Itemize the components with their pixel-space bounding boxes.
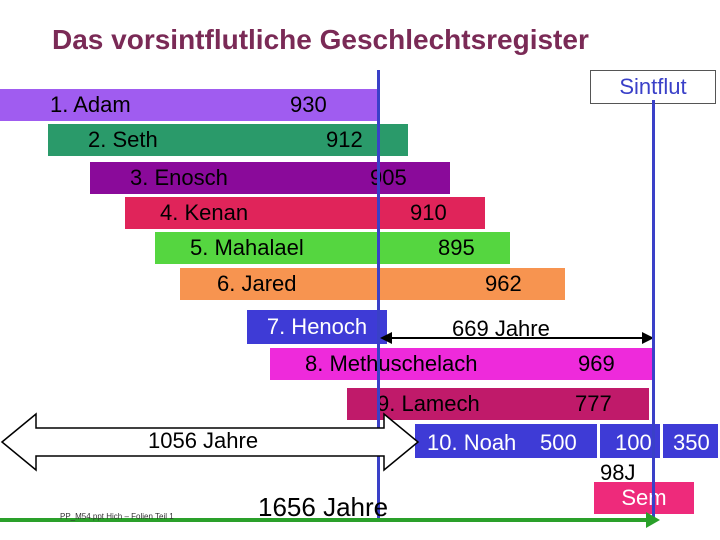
bar-age: 912 — [326, 127, 363, 152]
bar-age: 962 — [485, 271, 522, 296]
footer-left: PP_M54.ppt Hich – Folien Teil 1 — [60, 512, 174, 521]
bar-lamech: 9. Lamech 777 — [347, 388, 649, 420]
span-1056-label: 1056 Jahre — [148, 428, 259, 453]
noah-divider — [597, 424, 600, 458]
bar-age: 895 — [438, 235, 475, 260]
sem-label: Sem — [621, 485, 667, 510]
span-1056-arrow — [0, 412, 420, 472]
bar-henoch: 7. Henoch — [247, 310, 387, 344]
bar-age: 500 — [540, 430, 577, 455]
bar-seth: 2. Seth 912 — [48, 124, 408, 156]
sintflut-label: Sintflut — [590, 70, 716, 104]
bar-label: 9. Lamech — [377, 391, 480, 416]
bar-methuschelach: 8. Methuschelach 969 — [270, 348, 655, 380]
span-total-label: 1656 Jahre — [258, 492, 389, 522]
bar-label: 10. Noah — [427, 430, 517, 455]
noah-divider — [660, 424, 663, 458]
bar-label: 7. Henoch — [266, 314, 368, 339]
bar-kenan: 4. Kenan 910 — [125, 197, 485, 229]
bar-label: 6. Jared — [217, 271, 297, 296]
bar-age: 910 — [410, 200, 447, 225]
bar-jared: 6. Jared 962 — [180, 268, 565, 300]
bar-adam: 1. Adam 930 — [0, 89, 380, 121]
sintflut-line — [652, 100, 655, 520]
bar-label: 4. Kenan — [160, 200, 249, 225]
henoch-span-arrow — [380, 332, 654, 344]
bottom-timeline — [0, 518, 650, 522]
years-98-label: 98J — [600, 460, 636, 485]
vertical-line-left — [377, 70, 380, 520]
bar-label: 2. Seth — [88, 127, 158, 152]
bar-mahalael: 5. Mahalael 895 — [155, 232, 510, 264]
noah-extra-100: 100 — [615, 430, 652, 455]
bottom-arrowhead — [646, 512, 660, 528]
bar-label: 8. Methuschelach — [305, 351, 478, 376]
page-title: Das vorsintflutliche Geschlechtsregister — [52, 24, 589, 55]
bar-noah: 10. Noah 500 100 350 — [415, 424, 718, 458]
bar-sem: Sem — [594, 482, 694, 514]
bar-label: 3. Enosch — [130, 165, 228, 190]
bar-age: 777 — [575, 391, 612, 416]
bar-label: 1. Adam — [50, 92, 131, 117]
bar-age: 930 — [290, 92, 327, 117]
noah-extra-350: 350 — [673, 430, 710, 455]
bar-label: 5. Mahalael — [190, 235, 304, 260]
bar-enosch: 3. Enosch 905 — [90, 162, 450, 194]
henoch-span-label: 669 Jahre — [452, 316, 550, 341]
bar-age: 969 — [578, 351, 615, 376]
bar-age: 905 — [370, 165, 407, 190]
